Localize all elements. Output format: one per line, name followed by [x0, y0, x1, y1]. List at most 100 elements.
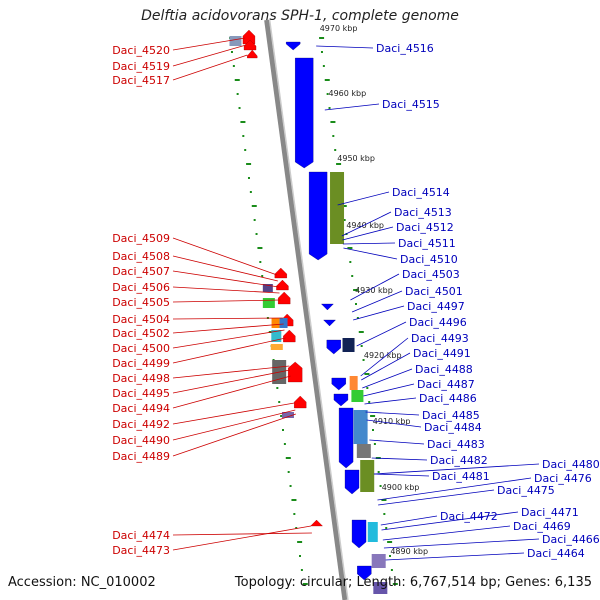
- gene-arrow: [243, 39, 257, 51]
- left-leader-line: [172, 299, 281, 303]
- gene-block: [349, 376, 358, 390]
- right-gene-label: Daci_4485: [422, 409, 480, 422]
- left-gene-label: Daci_4474: [112, 529, 170, 542]
- left-leader-line: [172, 409, 296, 441]
- right-gene-label: Daci_4503: [402, 268, 460, 281]
- right-gene-label: Daci_4484: [424, 421, 482, 434]
- left-gene-label: Daci_4502: [112, 327, 170, 340]
- right-leader-line: [341, 211, 392, 237]
- left-gene-label: Daci_4489: [112, 450, 170, 463]
- left-gene-label: Daci_4504: [112, 313, 170, 326]
- left-leader-line: [172, 286, 280, 294]
- backbone-line: [264, 19, 348, 600]
- right-leader-line: [362, 368, 413, 389]
- left-gene-label: Daci_4473: [112, 544, 170, 557]
- left-gene-label: Daci_4505: [112, 296, 170, 309]
- gene-arrow: [310, 519, 323, 527]
- gene-block: [353, 410, 368, 444]
- right-gene-label: Daci_4487: [417, 378, 475, 391]
- right-gene-label: Daci_4488: [415, 363, 473, 376]
- right-gene-label: Daci_4486: [419, 392, 477, 405]
- right-leader-line: [369, 439, 425, 445]
- gene-block: [279, 318, 288, 328]
- left-gene-label: Daci_4495: [112, 387, 170, 400]
- left-leader-line: [172, 44, 247, 67]
- left-leader-line: [172, 525, 312, 551]
- right-gene-label: Daci_4483: [427, 438, 485, 451]
- right-leader-line: [380, 515, 438, 526]
- gene-arrow: [323, 319, 336, 327]
- right-gene-label: Daci_4514: [392, 186, 450, 199]
- right-gene-label: Daci_4512: [396, 221, 454, 234]
- gene-block: [262, 298, 275, 308]
- right-leader-line: [382, 525, 511, 541]
- right-leader-line: [365, 411, 420, 416]
- gene-arrow: [247, 49, 258, 59]
- gene-arrow: [308, 171, 328, 261]
- gene-arrow: [286, 41, 301, 51]
- scale-label: 4940 kbp: [346, 221, 384, 230]
- right-gene-label: Daci_4481: [432, 470, 490, 483]
- left-leader-line: [172, 255, 278, 282]
- left-gene-label: Daci_4494: [112, 402, 170, 415]
- left-leader-line: [172, 37, 246, 51]
- scale-label: 4970 kbp: [320, 24, 358, 33]
- left-gene-label: Daci_4490: [112, 434, 170, 447]
- gene-arrow: [326, 339, 341, 355]
- left-gene-label: Daci_4499: [112, 357, 170, 370]
- left-gene-label: Daci_4508: [112, 250, 170, 263]
- right-gene-label: Daci_4471: [521, 506, 579, 519]
- gene-arrow: [276, 279, 289, 291]
- right-leader-line: [378, 489, 495, 506]
- right-gene-label: Daci_4472: [440, 510, 498, 523]
- gene-arrow: [357, 565, 372, 581]
- gene-block: [360, 460, 375, 492]
- gene-block: [330, 172, 345, 244]
- right-gene-label: Daci_4466: [542, 533, 600, 546]
- gene-arrow: [338, 407, 354, 469]
- left-leader-line: [172, 375, 291, 409]
- gene-arrow: [278, 291, 291, 305]
- scale-label: 4900 kbp: [382, 483, 420, 492]
- right-gene-label: Daci_4510: [400, 253, 458, 266]
- right-leader-line: [381, 511, 519, 531]
- accession-text: Accession: NC_010002: [8, 575, 156, 590]
- right-leader-line: [377, 477, 532, 501]
- gene-block: [356, 444, 371, 458]
- right-leader-line: [351, 290, 403, 313]
- right-leader-line: [316, 45, 374, 49]
- genome-summary: Topology: circular; Length: 6,767,514 bp…: [234, 575, 592, 590]
- right-gene-label: Daci_4464: [527, 547, 585, 560]
- right-leader-line: [361, 352, 411, 381]
- scale-label: 4960 kbp: [329, 89, 367, 98]
- gene-block: [351, 390, 364, 402]
- left-gene-label: Daci_4507: [112, 265, 170, 278]
- left-gene-label: Daci_4517: [112, 74, 170, 87]
- right-gene-label: Daci_4501: [405, 285, 463, 298]
- right-gene-label: Daci_4493: [411, 332, 469, 345]
- right-leader-line: [363, 383, 415, 397]
- right-leader-line: [356, 321, 407, 347]
- gene-arrow: [283, 329, 296, 343]
- right-leader-line: [342, 242, 396, 245]
- right-gene-label: Daci_4516: [376, 42, 434, 55]
- right-leader-line: [324, 103, 380, 111]
- right-leader-line: [373, 473, 430, 477]
- backbone-highlight: [268, 19, 349, 600]
- scale-label: 4920 kbp: [364, 351, 402, 360]
- gene-arrow: [294, 395, 307, 409]
- left-gene-label: Daci_4498: [112, 372, 170, 385]
- right-gene-label: Daci_4496: [409, 316, 467, 329]
- scale-label: 4930 kbp: [355, 286, 393, 295]
- genome-backbone: [264, 19, 349, 600]
- left-gene-label: Daci_4519: [112, 60, 170, 73]
- left-leader-line: [172, 369, 290, 394]
- gene-block: [270, 344, 283, 350]
- scale-label: 4910 kbp: [373, 417, 411, 426]
- left-gene-label: Daci_4506: [112, 281, 170, 294]
- scale-label: 4890 kbp: [390, 547, 428, 556]
- left-gene-label: Daci_4492: [112, 418, 170, 431]
- right-leader-line: [371, 457, 428, 461]
